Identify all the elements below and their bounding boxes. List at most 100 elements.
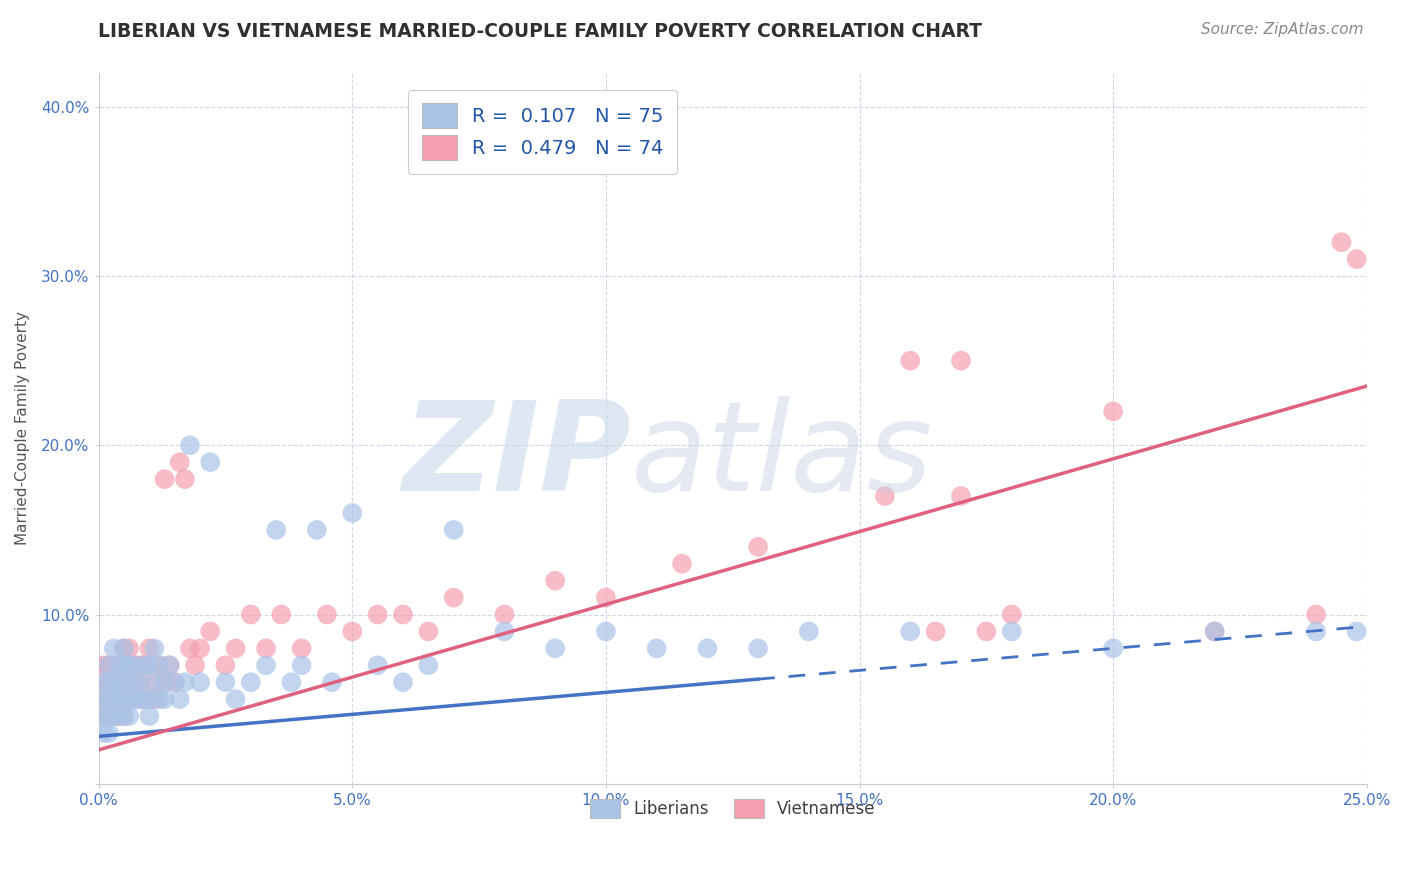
Point (93, 692, 115, 706)
Point (112, 658, 135, 673)
Point (143, 692, 166, 706)
Point (254, 641, 277, 656)
Point (367, 607, 389, 622)
Point (342, 506, 364, 520)
Point (148, 658, 170, 673)
Point (179, 641, 201, 656)
Point (1102, 404, 1125, 418)
Point (898, 624, 921, 639)
Point (392, 607, 415, 622)
Point (128, 675, 150, 690)
Point (153, 675, 176, 690)
Point (112, 709, 135, 723)
Point (342, 624, 364, 639)
Point (290, 641, 312, 656)
Point (179, 438, 201, 452)
Point (143, 675, 166, 690)
Point (112, 641, 135, 656)
Point (367, 658, 389, 673)
Point (134, 658, 156, 673)
Point (595, 624, 617, 639)
Point (122, 675, 145, 690)
Point (122, 692, 145, 706)
Point (544, 641, 567, 656)
Point (1001, 624, 1024, 639)
Point (747, 641, 769, 656)
Point (108, 675, 131, 690)
Point (112, 675, 135, 690)
Point (544, 574, 567, 588)
Point (200, 455, 222, 469)
Point (128, 692, 150, 706)
Point (148, 692, 170, 706)
Point (671, 557, 693, 571)
Text: Source: ZipAtlas.com: Source: ZipAtlas.com (1201, 22, 1364, 37)
Point (122, 692, 145, 706)
Y-axis label: Married-Couple Family Poverty: Married-Couple Family Poverty (15, 311, 30, 545)
Point (898, 353, 921, 368)
Point (93, 675, 115, 690)
Point (1001, 607, 1024, 622)
Point (93, 692, 115, 706)
Point (153, 472, 176, 486)
Point (118, 692, 141, 706)
Point (1204, 624, 1226, 639)
Point (976, 624, 998, 639)
Point (225, 641, 247, 656)
Point (118, 709, 141, 723)
Point (103, 675, 125, 690)
Point (118, 675, 141, 690)
Point (108, 692, 131, 706)
Point (122, 658, 145, 673)
Point (270, 607, 292, 622)
Point (290, 658, 312, 673)
Point (103, 641, 125, 656)
Point (143, 641, 166, 656)
Point (138, 709, 160, 723)
Point (97, 658, 120, 673)
Point (239, 675, 262, 690)
Point (645, 641, 668, 656)
Point (214, 675, 236, 690)
Point (112, 709, 135, 723)
Point (138, 658, 160, 673)
Point (696, 641, 718, 656)
Point (97, 675, 120, 690)
Point (112, 641, 135, 656)
Point (494, 624, 516, 639)
Point (128, 675, 150, 690)
Point (305, 523, 328, 537)
Point (122, 675, 145, 690)
Point (443, 591, 465, 605)
Point (254, 658, 277, 673)
Point (112, 675, 135, 690)
Point (108, 692, 131, 706)
Point (134, 692, 156, 706)
Point (108, 709, 131, 723)
Point (418, 658, 440, 673)
Text: atlas: atlas (631, 396, 934, 517)
Point (153, 675, 176, 690)
Point (163, 675, 186, 690)
Point (1346, 624, 1368, 639)
Point (97, 692, 120, 706)
Point (159, 658, 181, 673)
Point (1330, 235, 1353, 250)
Point (1305, 607, 1327, 622)
Point (1204, 624, 1226, 639)
Point (392, 675, 415, 690)
Point (169, 455, 191, 469)
Point (103, 692, 125, 706)
Point (97, 726, 120, 740)
Point (93, 726, 115, 740)
Point (169, 692, 191, 706)
Point (128, 692, 150, 706)
Point (108, 658, 131, 673)
Point (108, 709, 131, 723)
Text: ZIP: ZIP (402, 396, 631, 517)
Point (108, 658, 131, 673)
Point (118, 641, 141, 656)
Point (595, 591, 617, 605)
Point (103, 692, 125, 706)
Point (112, 692, 135, 706)
